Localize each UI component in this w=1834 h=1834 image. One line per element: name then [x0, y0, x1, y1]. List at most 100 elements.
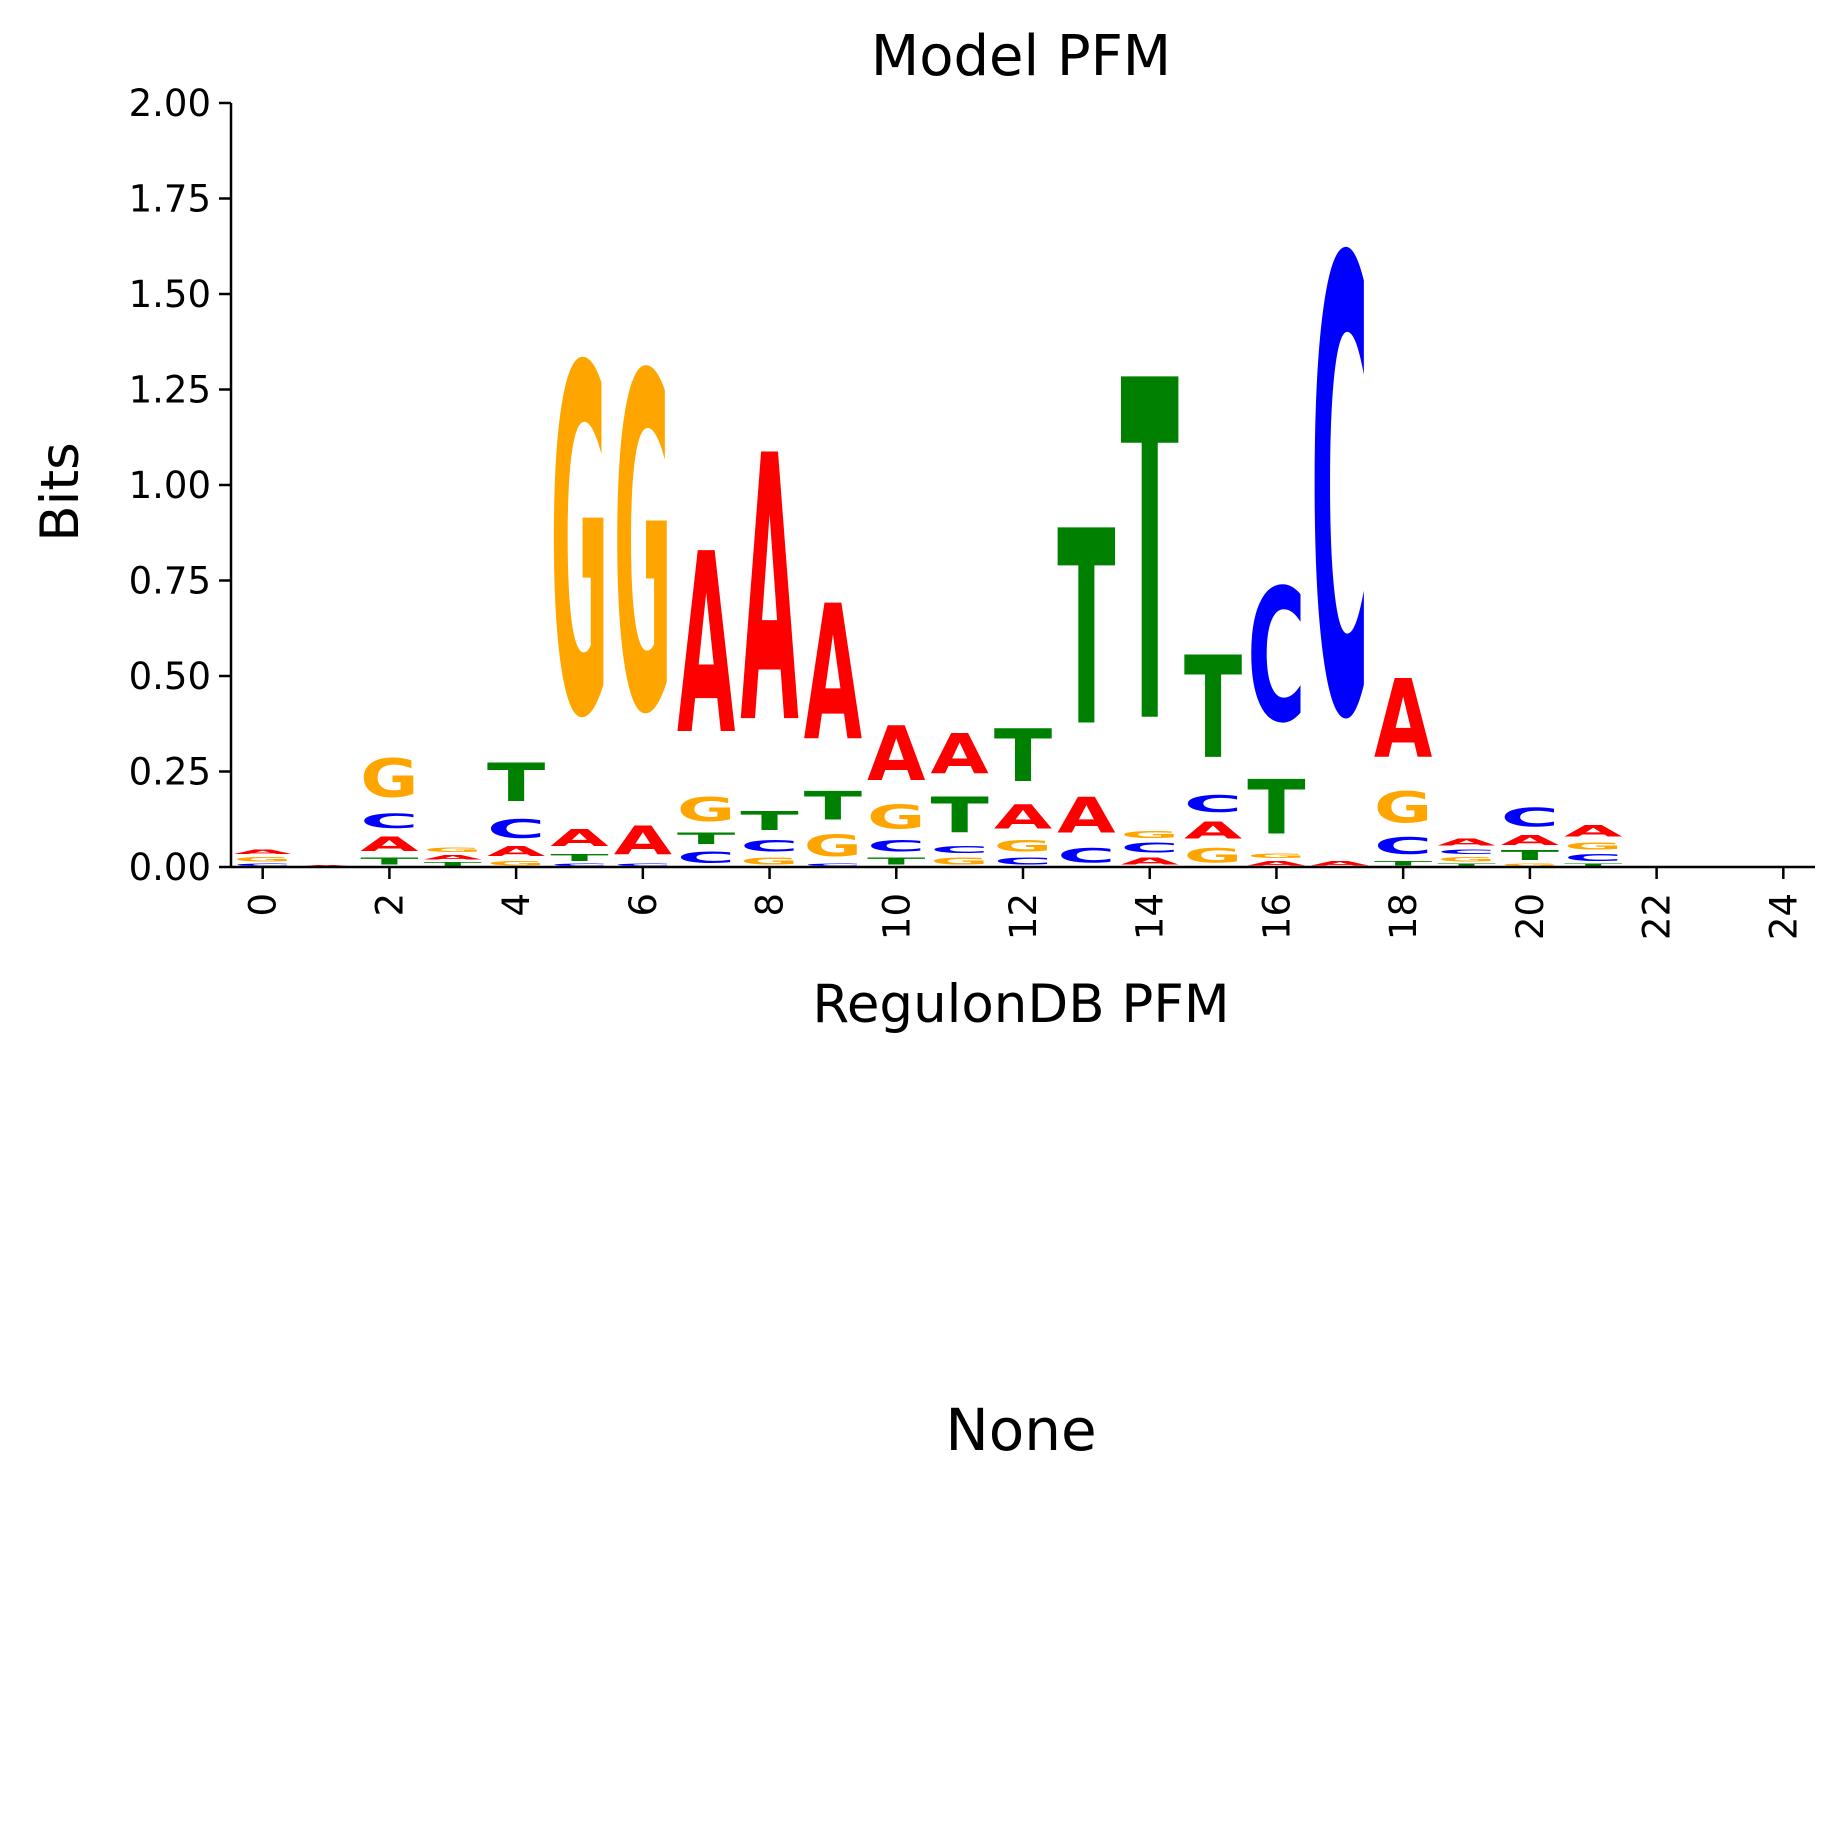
logo-letter-a-pos-15: A: [1184, 818, 1242, 845]
logo-letter-g-pos-16: G: [1247, 852, 1305, 860]
logo-letter-t-pos-12: T: [994, 715, 1052, 799]
y-tick-label: 1.75: [129, 178, 211, 221]
logo-letter-c-pos-10: C: [867, 837, 925, 856]
logo-letter-c-pos-2: C: [360, 810, 418, 833]
x-tick-label: 10: [875, 893, 918, 940]
logo-letter-t-pos-16: T: [1247, 764, 1305, 852]
logo-letter-g-pos-11: G: [930, 856, 988, 867]
y-tick-label: 0.25: [129, 751, 211, 794]
y-axis-label: Bits: [30, 442, 91, 541]
logo-letter-g-pos-3: G: [424, 846, 482, 854]
logo-letter-g-pos-15: G: [1184, 845, 1242, 868]
logo-letter-g-pos-7: G: [677, 791, 735, 829]
x-tick-label: 18: [1382, 893, 1425, 940]
logo-letter-a-pos-8: A: [740, 380, 799, 805]
logo-letter-t-pos-4: T: [487, 752, 545, 813]
logo-letter-c-pos-17: C: [1311, 130, 1369, 857]
logo-letter-t-pos-3: T: [424, 861, 482, 867]
logo-letter-t-pos-13: T: [1057, 475, 1115, 786]
logo-letter-c-pos-8: C: [740, 837, 798, 856]
logo-letter-c-pos-14: C: [1121, 840, 1179, 855]
y-tick-label: 0.75: [129, 560, 211, 603]
logo-letter-a-pos-0: A: [234, 848, 293, 856]
logo-letter-a-pos-12: A: [994, 798, 1052, 836]
logo-letter-a-pos-3: A: [424, 854, 483, 862]
logo-letter-a-pos-17: A: [1311, 859, 1370, 867]
logo-letter-g-pos-2: G: [360, 749, 418, 810]
logo-letter-t-pos-2: T: [360, 856, 419, 867]
x-tick-label: 14: [1129, 893, 1172, 940]
logo-letter-a-pos-19: A: [1437, 836, 1496, 847]
chart-title: Model PFM: [871, 24, 1171, 89]
x-tick-label: 6: [622, 893, 665, 917]
logo-letter-c-pos-21: C: [1564, 852, 1622, 863]
logo-letter-t-pos-14: T: [1121, 284, 1180, 828]
logo-letter-t-pos-18: T: [1374, 860, 1432, 868]
axes: 0.000.250.500.751.001.251.501.752.000 2 4 6…: [129, 82, 1815, 940]
logo-letter-a-pos-18: A: [1374, 657, 1432, 782]
logo-letter-a-pos-16: A: [1247, 859, 1306, 867]
logo-letter-g-pos-5: G: [550, 270, 608, 824]
logo-letter-c-pos-7: C: [677, 848, 735, 867]
y-tick-label: 1.00: [129, 464, 211, 507]
logo-letter-t-pos-10: T: [867, 856, 926, 867]
y-tick-label: 1.25: [129, 369, 211, 412]
logo-letter-c-pos-13: C: [1057, 844, 1115, 867]
logo-letter-c-pos-12: C: [994, 856, 1052, 867]
logo-letter-g-pos-21: G: [1564, 840, 1622, 851]
logo-letter-c-pos-5: C: [550, 863, 608, 867]
logo-letter-g-pos-0: G: [234, 856, 292, 864]
logo-letter-g-pos-4: G: [487, 859, 545, 867]
logo-letter-t-pos-15: T: [1184, 628, 1242, 791]
logo-letter-g-pos-19: G: [1437, 856, 1495, 864]
x-tick-label: 16: [1255, 893, 1298, 940]
logo-letter-a-pos-20: A: [1501, 833, 1560, 848]
logo-letter-t-pos-5: T: [550, 852, 609, 863]
logo-letter-c-pos-18: C: [1374, 833, 1432, 860]
logo-letter-g-pos-6: G: [614, 279, 672, 816]
logo-letter-c-pos-6: C: [614, 863, 672, 867]
x-tick-label: 8: [749, 893, 792, 917]
logo-letter-g-pos-18: G: [1374, 783, 1432, 832]
logo-letter-c-pos-9: C: [804, 863, 862, 867]
logo-letter-g-pos-9: G: [804, 829, 862, 863]
logo-letter-t-pos-20: T: [1501, 848, 1560, 863]
logo-letter-t-pos-11: T: [930, 787, 989, 844]
logo-letter-t-pos-21: T: [1564, 863, 1622, 867]
logo-letter-a-pos-21: A: [1564, 821, 1622, 840]
x-tick-label: 22: [1636, 893, 1679, 940]
logo-letter-a-pos-4: A: [487, 844, 546, 859]
logo-letter-t-pos-7: T: [677, 829, 735, 848]
logo-letter-g-pos-8: G: [740, 856, 798, 867]
logo-letter-a-pos-2: A: [360, 833, 419, 856]
logo-letter-c-pos-15: C: [1184, 791, 1242, 818]
logo-letter-a-pos-5: A: [550, 825, 608, 852]
logo-letter-g-pos-10: G: [867, 799, 925, 837]
x-tick-label: 12: [1002, 893, 1045, 940]
logo-letter-t-pos-8: T: [740, 806, 798, 837]
y-tick-label: 0.00: [129, 846, 211, 889]
x-tick-label: 0: [242, 893, 285, 917]
lower-panel-text: None: [945, 1396, 1096, 1464]
x-tick-label: 2: [368, 893, 411, 917]
logo-letter-g-pos-12: G: [994, 837, 1052, 856]
y-tick-label: 1.50: [129, 273, 211, 316]
y-tick-label: 0.50: [129, 655, 211, 698]
logo-letter-t-pos-9: T: [804, 783, 862, 829]
logo-letter-a-pos-14: A: [1121, 856, 1180, 867]
y-tick-label: 2.00: [129, 82, 211, 125]
x-tick-label: 4: [495, 893, 538, 917]
logo-letter-a-pos-9: A: [804, 567, 862, 783]
logo-letter-g-pos-20: G: [1501, 863, 1559, 867]
logo-letter-c-pos-11: C: [930, 844, 988, 855]
x-tick-label: 20: [1509, 893, 1552, 940]
logo-letter-c-pos-16: C: [1247, 551, 1305, 764]
x-tick-label: 24: [1762, 893, 1805, 940]
logo-letter-c-pos-19: C: [1437, 848, 1495, 856]
logo-letters: CGAATACGTAGGACTCTAGCAGCTGAGCTACGTATCGAGC…: [234, 130, 1813, 867]
logo-letter-t-pos-19: T: [1437, 863, 1495, 867]
x-axis-label: RegulonDB PFM: [812, 974, 1229, 1035]
logo-letter-g-pos-14: G: [1121, 829, 1179, 840]
logo-letter-c-pos-4: C: [487, 814, 545, 844]
